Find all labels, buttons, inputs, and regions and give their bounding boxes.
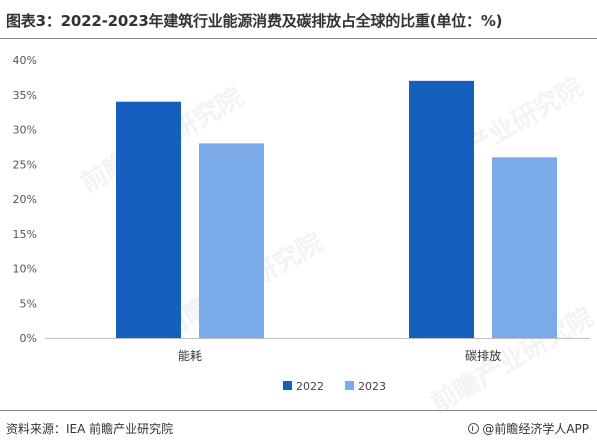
y-tick-label: 30%: [13, 124, 37, 137]
title-divider: [0, 38, 597, 39]
legend-swatch: [283, 381, 292, 390]
legend-label: 2022: [296, 380, 324, 393]
chart-title: 图表3：2022-2023年建筑行业能源消费及碳排放占全球的比重(单位：%): [6, 12, 503, 30]
source-note: 资料来源：IEA 前瞻产业研究院: [6, 422, 174, 436]
legend-label: 2023: [358, 380, 386, 393]
bars: [116, 80, 557, 338]
x-tick-label: 能耗: [178, 349, 202, 363]
y-tick-label: 0%: [20, 332, 37, 345]
footer-divider: [0, 410, 597, 411]
y-tick-label: 5%: [20, 297, 37, 310]
footer: 资料来源：IEA 前瞻产业研究院 @前瞻经济学人APP: [0, 412, 597, 445]
y-tick-label: 10%: [13, 263, 37, 276]
brand-text: @前瞻经济学人APP: [482, 422, 589, 436]
legend: 2022 2023: [283, 380, 386, 393]
bar: [409, 80, 474, 338]
x-tick-label: 碳排放: [465, 348, 501, 363]
title-bar: 图表3：2022-2023年建筑行业能源消费及碳排放占全球的比重(单位：%): [0, 0, 597, 40]
y-tick-label: 40%: [13, 54, 37, 67]
qianzhan-logo-icon: [468, 423, 480, 434]
y-tick-label: 20%: [13, 193, 37, 206]
bar: [199, 143, 264, 338]
y-tick-label: 25%: [13, 158, 37, 171]
y-tick-label: 35%: [13, 89, 37, 102]
x-axis: 能耗 碳排放: [45, 338, 590, 363]
y-tick-label: 15%: [13, 228, 37, 241]
legend-swatch: [345, 381, 354, 390]
bar: [492, 157, 557, 338]
y-axis: 0% 5% 10% 15% 20% 25% 30% 35% 40%: [13, 54, 37, 345]
brand-label: @前瞻经济学人APP: [468, 420, 589, 437]
bar-chart: 0% 5% 10% 15% 20% 25% 30% 35% 40% 能耗 碳排放 2022 2023: [13, 54, 590, 393]
bar: [116, 101, 181, 338]
